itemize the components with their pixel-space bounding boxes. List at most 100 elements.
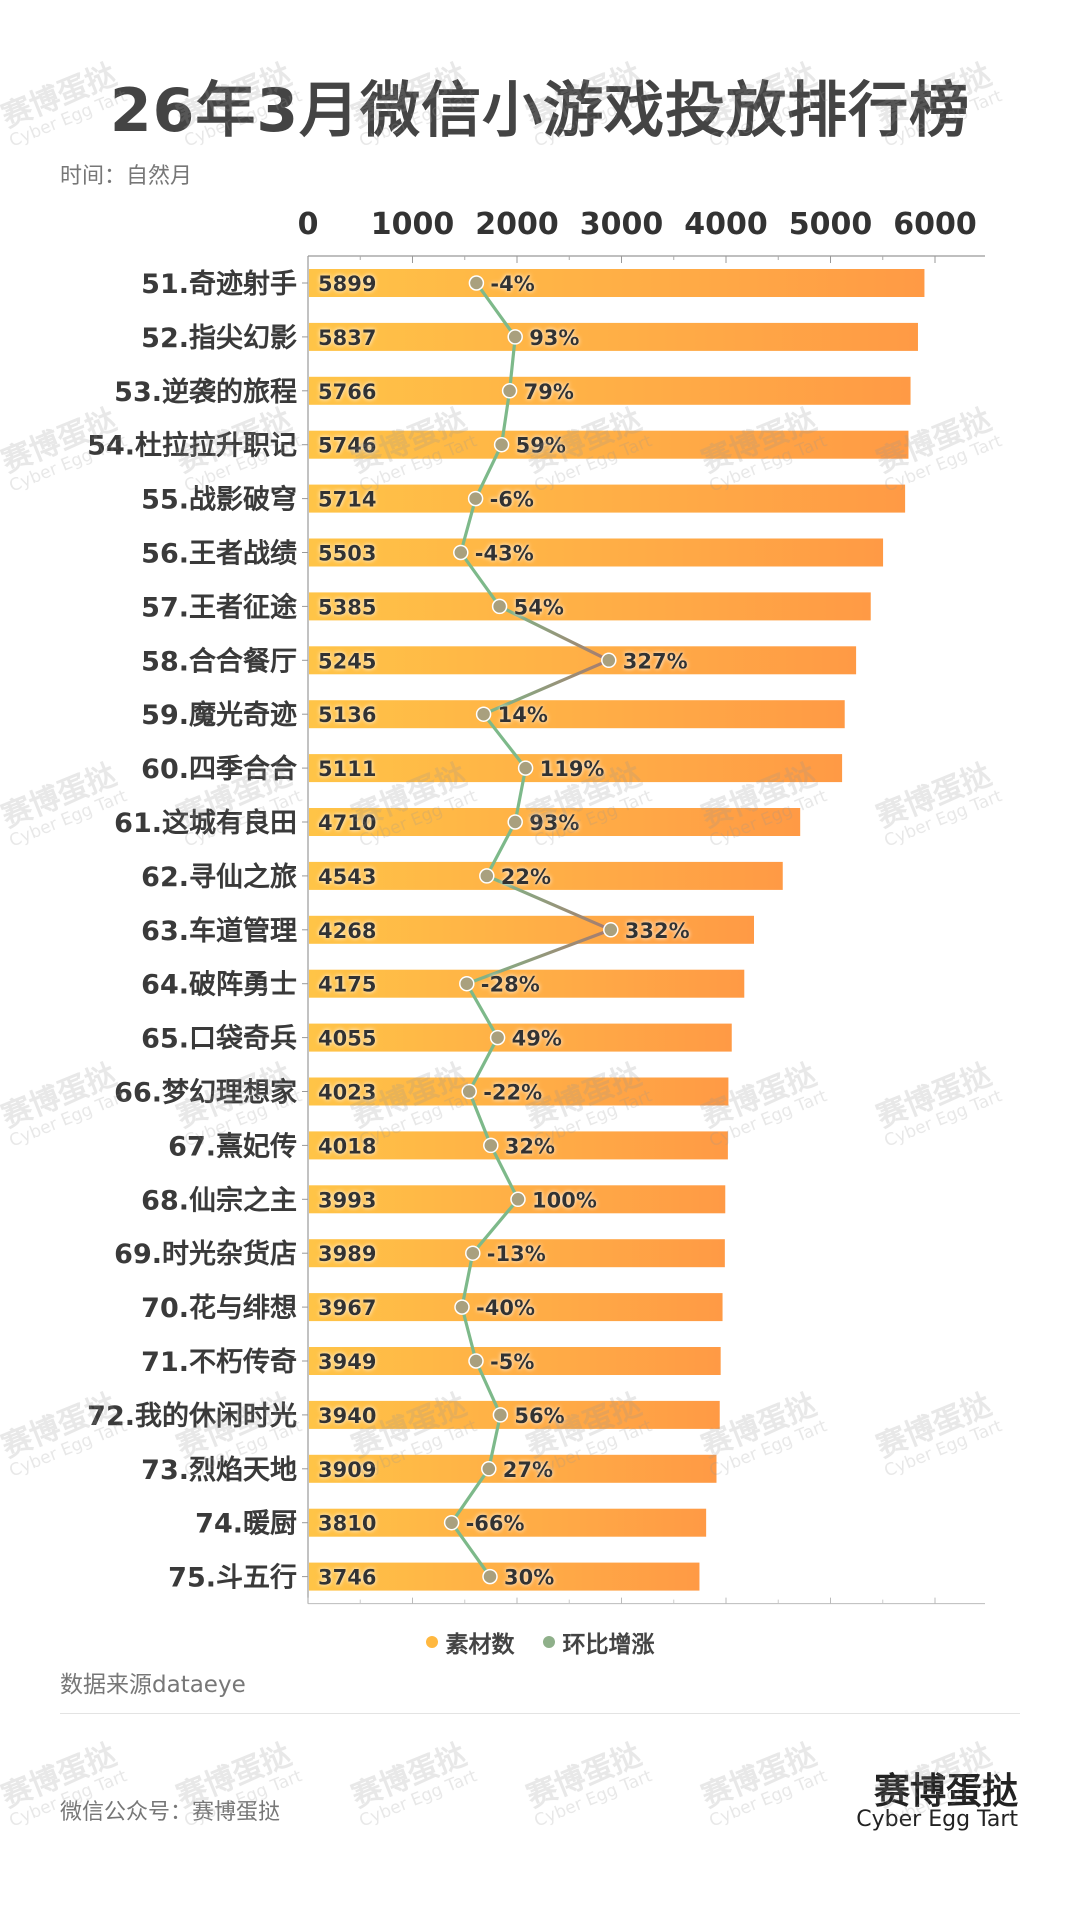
- bar: [309, 1239, 725, 1268]
- growth-line-segment: [467, 1035, 500, 1094]
- bar-value-label: 4018: [318, 1134, 376, 1158]
- bar: [309, 915, 755, 944]
- growth-label: -43%: [475, 542, 534, 566]
- watermark-cn: 赛博蛋挞: [346, 1737, 472, 1815]
- legend-item-line: 环比增涨: [542, 1625, 655, 1659]
- growth-point: [493, 436, 510, 453]
- x-tick-label: 3000: [580, 207, 664, 242]
- bar: [309, 322, 918, 351]
- bar-value-label: 5899: [318, 272, 376, 296]
- growth-label: 56%: [514, 1404, 564, 1428]
- growth-point: [601, 652, 617, 669]
- growth-line-segment: [465, 982, 500, 1040]
- growth-point: [517, 760, 534, 776]
- growth-point: [481, 1461, 497, 1477]
- category-label: 70.花与绯想: [141, 1293, 297, 1324]
- growth-label: 100%: [532, 1188, 597, 1212]
- category-label: 56.王者战绩: [141, 539, 297, 570]
- growth-point: [468, 1353, 484, 1369]
- legend-dot-bar-icon: [425, 1636, 438, 1648]
- bar: [309, 646, 857, 675]
- growth-point: [465, 1245, 481, 1261]
- growth-point: [475, 706, 492, 722]
- growth-line-segment: [474, 443, 504, 501]
- growth-line-segment: [465, 928, 613, 986]
- growth-label: -66%: [466, 1512, 525, 1536]
- growth-point: [492, 1407, 509, 1423]
- bar: [309, 969, 745, 998]
- bar-value-label: 3746: [318, 1566, 376, 1590]
- growth-line-segment: [498, 604, 611, 662]
- growth-point: [489, 1029, 506, 1046]
- growth-point: [461, 1083, 477, 1100]
- category-label: 64.破阵勇士: [141, 970, 297, 1001]
- x-tick-label: 4000: [684, 207, 768, 242]
- bar: [309, 538, 884, 567]
- growth-line-segment: [459, 550, 502, 609]
- bar-value-label: 4710: [318, 811, 376, 835]
- bar: [309, 754, 843, 783]
- x-tick-label: 1000: [371, 207, 455, 242]
- growth-line-segment: [482, 712, 528, 770]
- divider: [60, 1713, 1020, 1714]
- bar: [309, 1023, 732, 1052]
- watermark-en: Cyber Egg Tart: [706, 1765, 830, 1832]
- x-tick-label: 6000: [893, 207, 977, 242]
- watermark-cn: 赛博蛋挞: [696, 1737, 822, 1815]
- bar: [309, 861, 783, 890]
- growth-point: [507, 329, 523, 345]
- growth-point: [443, 1514, 460, 1531]
- growth-label: 93%: [529, 326, 579, 350]
- legend-label-bar: 素材数: [445, 1632, 515, 1658]
- bar: [309, 484, 906, 513]
- watermark: 赛博蛋挞 Cyber Egg Tart: [695, 1737, 830, 1832]
- growth-line-segment: [487, 1413, 502, 1471]
- category-label: 61.这城有良田: [114, 807, 297, 839]
- bar: [309, 700, 845, 729]
- growth-point: [501, 383, 518, 399]
- growth-label: 327%: [623, 649, 688, 673]
- bar-value-label: 3967: [318, 1296, 376, 1320]
- growth-point: [467, 490, 484, 507]
- chart-legend: 素材数 环比增涨: [0, 1625, 1080, 1659]
- growth-point: [459, 975, 475, 992]
- growth-label: -28%: [481, 973, 540, 997]
- bar-value-label: 4175: [318, 973, 376, 997]
- watermark-en: Cyber Egg Tart: [356, 1765, 480, 1832]
- growth-line-segment: [482, 658, 611, 716]
- x-tick-label: 5000: [789, 207, 873, 242]
- bar: [309, 376, 911, 405]
- chart-subtitle: 时间：自然月: [60, 164, 193, 189]
- bar-value-label: 5385: [318, 595, 376, 619]
- category-label: 59.魔光奇迹: [141, 700, 297, 731]
- growth-label: -6%: [490, 488, 534, 512]
- brand-name-cn: 赛博蛋挞: [873, 1771, 1018, 1812]
- category-label: 52.指尖幻影: [141, 323, 297, 354]
- growth-line-segment: [485, 820, 517, 878]
- bar-value-label: 5766: [318, 380, 376, 404]
- category-label: 65.口袋奇兵: [141, 1024, 297, 1055]
- growth-label: -5%: [490, 1350, 534, 1374]
- growth-label: 30%: [504, 1566, 554, 1590]
- growth-line-segment: [500, 389, 512, 447]
- category-label: 54.杜拉拉升职记: [87, 430, 297, 462]
- category-label: 68.仙宗之主: [141, 1184, 297, 1216]
- growth-label: -13%: [487, 1242, 546, 1266]
- growth-point: [468, 275, 485, 291]
- growth-label: 22%: [501, 865, 551, 889]
- legend-label-line: 环比增涨: [562, 1632, 655, 1658]
- growth-label: 79%: [524, 380, 574, 404]
- category-label: 55.战影破穹: [141, 484, 297, 516]
- growth-line-segment: [474, 1359, 502, 1417]
- category-label: 57.王者征途: [141, 591, 298, 623]
- growth-line-segment: [489, 1143, 520, 1201]
- bar-value-label: 3993: [318, 1188, 376, 1212]
- x-tick-label: 0: [298, 207, 319, 242]
- growth-label: 49%: [512, 1027, 562, 1051]
- growth-label: 32%: [505, 1134, 555, 1158]
- bar-value-label: 4543: [318, 865, 376, 889]
- footer-account: 微信公众号：赛博蛋挞: [60, 1800, 281, 1825]
- growth-line-segment: [460, 1251, 475, 1309]
- growth-label: 93%: [529, 811, 579, 835]
- bar-value-label: 5746: [318, 434, 376, 458]
